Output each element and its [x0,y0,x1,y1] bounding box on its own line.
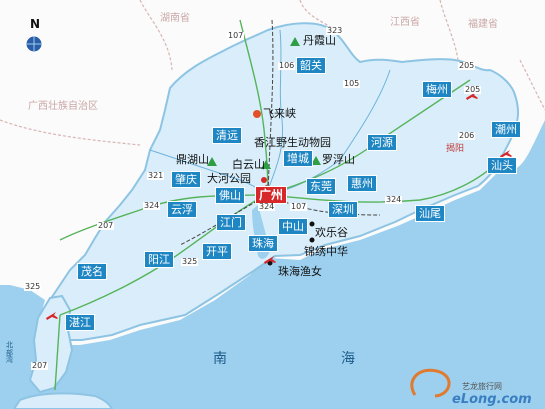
city-label: 深圳 [328,201,358,218]
road-number: 323 [326,26,344,35]
poi-label: 鼎湖山 [176,153,209,166]
compass-north: N [30,17,41,31]
poi-label: 珠海渔女 [278,265,322,278]
poi-label: 大河公园 [207,172,251,185]
poi-label: 飞来峡 [263,107,296,120]
city-label: 茂名 [77,263,107,280]
watermark-logo [410,368,451,398]
compass-cross [26,36,42,52]
province-label: 福建省 [468,19,498,30]
road-number: 325 [181,257,199,266]
poi-label: 白云山 [232,158,265,171]
peak-icon [261,160,271,169]
city-label: 河源 [367,134,397,151]
road-number: 207 [97,221,115,230]
city-label: 肇庆 [171,171,201,188]
road-number: 321 [147,171,165,180]
road-number: 324 [143,201,161,210]
city-label: 增城 [283,150,313,167]
watermark-subtitle: 艺龙旅行网 [462,382,502,391]
city-label: 佛山 [215,187,245,204]
city-label: 开平 [202,243,232,260]
city-label: 阳江 [144,251,174,268]
city-label: 梅州 [422,81,452,98]
road-number: 206 [458,131,476,140]
airport-icon [500,150,512,158]
road-number: 205 [458,61,476,70]
hainan-island [12,392,114,409]
road-number: 106 [278,61,296,70]
airport-icon [264,256,276,264]
city-label: 东莞 [306,178,336,195]
road-number: 325 [24,282,42,291]
road-number: 205 [464,85,482,94]
city-label: 珠海 [248,235,278,252]
city-label: 潮州 [491,121,521,138]
road-number: 324 [385,195,403,204]
city-label: 汕头 [487,157,517,174]
province-label: 湖南省 [160,13,190,24]
road-number: 207 [31,361,49,370]
poi-dot-icon [261,177,267,183]
poi-label: 丹霞山 [303,34,336,47]
province-label: 江西省 [390,17,420,28]
airport-icon [46,312,58,320]
province-borders [0,0,545,146]
poi-label: 锦绣中华 [304,245,348,258]
city-label-minor: 揭阳 [446,144,465,154]
city-label: 惠州 [347,175,377,192]
road-number: 324 [258,202,276,211]
poi-label: 香江野生动物园 [254,136,331,149]
city-label: 清远 [212,127,242,144]
province-label: 广西壮族自治区 [28,101,98,112]
scenic-icon [253,110,261,118]
peak-icon [311,156,321,165]
city-label: 江门 [216,214,246,231]
city-label: 云浮 [167,201,197,218]
city-label: 韶关 [296,57,326,74]
airport-icon [466,92,478,100]
city-label: 湛江 [65,314,95,331]
road-number: 107 [290,202,308,211]
peak-icon [290,37,300,46]
city-label: 中山 [278,218,308,235]
poi-label: 欢乐谷 [315,226,348,239]
city-label: 汕尾 [415,205,445,222]
poi-dot-icon [309,237,315,243]
road-number: 105 [343,79,361,88]
peak-icon [207,157,217,166]
watermark-brand: eLong.com [452,392,532,407]
road-number: 107 [227,31,245,40]
sea-label: 南 [213,351,227,367]
poi-label: 罗浮山 [322,153,355,166]
sea-label: 海 [341,351,355,367]
gulf-label: 北部湾 [6,341,13,365]
poi-dot-icon [309,221,315,227]
